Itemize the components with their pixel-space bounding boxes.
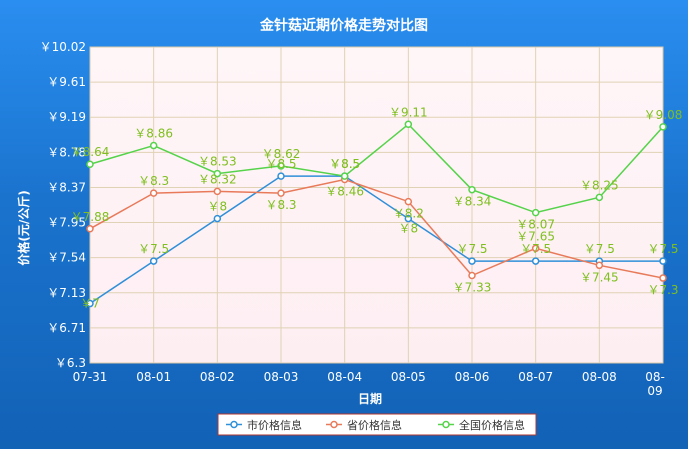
x-tick-label: 08-06: [455, 370, 490, 384]
x-axis-title: 日期: [358, 391, 382, 406]
data-point: [595, 261, 604, 270]
data-label: ￥8.46: [325, 185, 364, 199]
data-point: [468, 257, 476, 265]
data-label: ￥7.88: [71, 210, 110, 224]
legend-marker: [230, 420, 238, 429]
legend-label: 全国价格信息: [459, 418, 525, 432]
data-point: [149, 141, 158, 150]
x-tick-label: 08-05: [391, 370, 426, 384]
data-point: [149, 257, 158, 265]
chart-title: 金针菇近期价格走势对比图: [259, 17, 428, 34]
data-label: ￥7: [80, 297, 100, 311]
data-label: ￥8.2: [393, 207, 424, 221]
data-label: ￥8.25: [580, 178, 619, 192]
data-point: [213, 187, 222, 196]
data-point: [86, 225, 94, 233]
x-tick-label-wrap: 09: [647, 384, 662, 398]
y-axis-title: 价格(元/公斤): [16, 190, 31, 265]
data-label: ￥8.34: [453, 195, 492, 209]
series-line-1: [89, 175, 663, 305]
data-label: ￥8.5: [329, 157, 360, 171]
data-label: ￥8: [399, 222, 419, 236]
y-tick-label: ￥6.3: [55, 356, 86, 370]
y-tick-label: ￥7.95: [47, 216, 86, 230]
data-label: ￥8.64: [71, 145, 110, 159]
y-tick-label: ￥8.78: [47, 145, 86, 159]
data-label: ￥8.86: [134, 127, 173, 141]
data-point: [531, 208, 540, 217]
x-tick-label: 08-: [645, 370, 665, 384]
legend-label: 市价格信息: [247, 418, 302, 432]
y-tick-label: ￥6.71: [47, 321, 86, 335]
y-tick-label: ￥9.61: [47, 75, 86, 89]
legend-marker: [442, 420, 450, 429]
x-tick-label: 08-04: [327, 370, 362, 384]
x-tick-label: 08-08: [582, 370, 617, 384]
data-label: ￥8.3: [138, 174, 169, 188]
data-label: ￥7.45: [580, 270, 619, 284]
data-label: ￥7.65: [516, 229, 555, 243]
label-layer: ￥7 ￥7.5 ￥8 ￥8.5 ￥8.5 ￥8 ￥7.5 ￥7.5 ￥7.5 ￥7.5 ￥7.88 ￥…: [71, 105, 683, 310]
data-label: ￥8.5: [265, 157, 296, 171]
data-point: [340, 172, 349, 180]
x-tick-label: 08-07: [518, 370, 553, 384]
x-tick-label: 07-31: [73, 370, 108, 384]
plot-area: [89, 46, 664, 364]
data-label: ￥7.3: [647, 283, 678, 297]
data-label: ￥8.32: [198, 172, 237, 186]
data-point: [659, 274, 667, 282]
data-point: [149, 189, 158, 197]
data-point: [213, 214, 222, 223]
series-line-3: [89, 123, 664, 214]
series-line-2: [89, 178, 664, 279]
data-point: [404, 120, 413, 129]
data-point: [468, 185, 476, 194]
data-point: [404, 197, 413, 206]
series-layer: [86, 120, 667, 308]
data-label: ￥7.5: [520, 242, 551, 256]
data-point: [86, 160, 94, 168]
y-tick-label: ￥9.19: [47, 110, 86, 124]
data-point: [213, 169, 222, 178]
data-point: [468, 271, 476, 280]
data-point: [659, 123, 667, 131]
y-tick-label: ￥10.02: [40, 40, 86, 54]
data-label: ￥7.5: [456, 242, 487, 256]
data-label: ￥8: [208, 200, 228, 214]
data-label: ￥7.5: [138, 242, 169, 256]
y-tick-label: ￥8.37: [47, 180, 86, 194]
legend-box: [217, 413, 537, 436]
y-tick-label: ￥7.54: [47, 251, 86, 265]
data-label: ￥9.11: [389, 105, 428, 119]
x-tick-label: 08-02: [200, 370, 235, 384]
data-point: [404, 214, 413, 223]
data-label: ￥8.53: [198, 155, 237, 169]
legend: 市价格信息 省价格信息 全国价格信息: [217, 413, 537, 436]
x-tick-label: 08-01: [136, 370, 171, 384]
data-label: ￥8.3: [265, 198, 296, 212]
legend-marker: [330, 420, 338, 429]
y-tick-label: ￥7.13: [47, 286, 86, 300]
data-point: [277, 162, 285, 170]
data-point: [659, 257, 667, 265]
data-point: [531, 244, 540, 253]
data-label: ￥8.5: [329, 157, 360, 171]
data-point: [595, 193, 604, 202]
data-point: [531, 257, 540, 265]
data-label: ￥8.62: [262, 147, 301, 161]
data-label: ￥7.5: [584, 242, 615, 256]
data-label: ￥9.08: [644, 108, 683, 122]
data-point: [277, 172, 285, 180]
x-tick-label: 08-03: [264, 370, 299, 384]
data-point: [277, 189, 285, 197]
data-label: ￥8.07: [516, 218, 555, 232]
legend-label: 省价格信息: [347, 418, 402, 432]
data-point: [86, 299, 94, 308]
axis-layer: ￥6.3 ￥6.71 ￥7.13 ￥7.54 ￥7.95 ￥8.37 ￥8.78 ￥9.19 ￥…: [40, 40, 665, 398]
data-label: ￥7.5: [647, 242, 678, 256]
data-label: ￥7.33: [453, 281, 492, 295]
